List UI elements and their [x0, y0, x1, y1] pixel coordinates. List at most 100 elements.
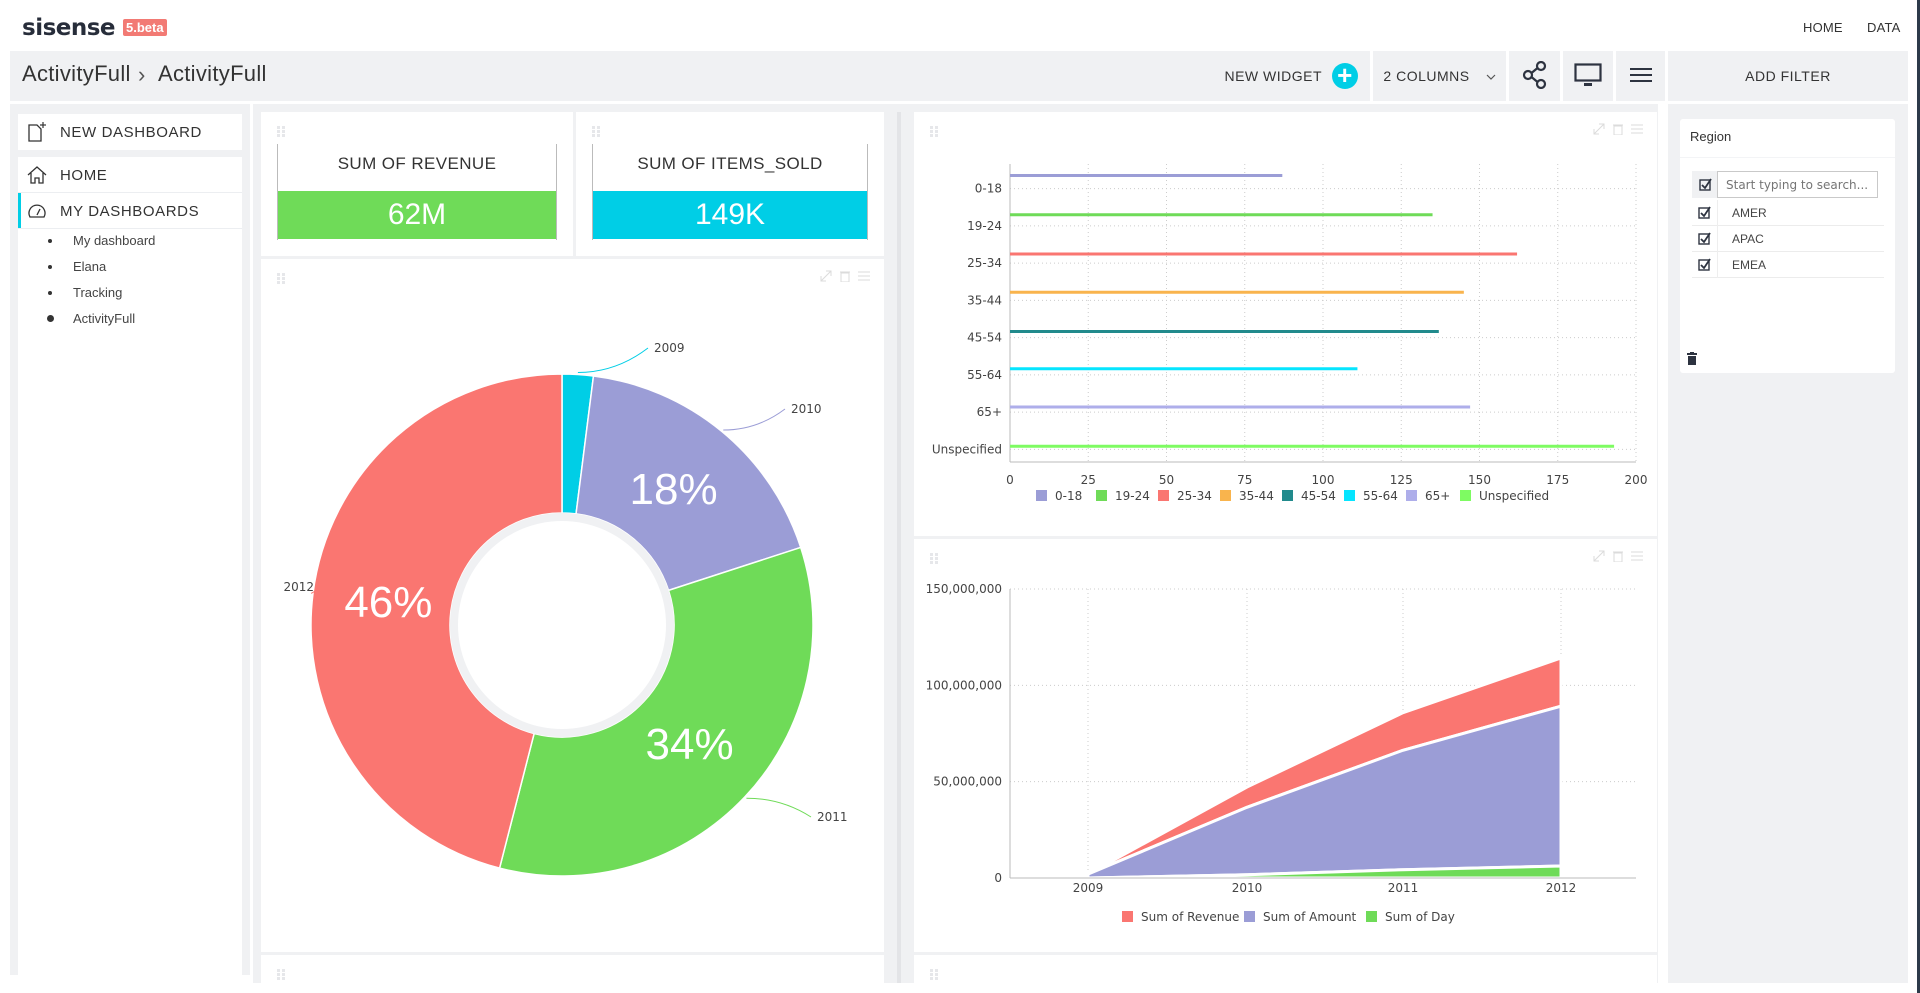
checkbox-checked-icon[interactable]: [1692, 225, 1718, 252]
trash-icon[interactable]: [1613, 122, 1623, 140]
bar: [1010, 330, 1439, 333]
bullet-icon: [48, 264, 52, 269]
trash-icon[interactable]: [840, 269, 850, 287]
navigation-card: HOME MY DASHBOARDS My dashboard Elana Tr…: [18, 157, 242, 975]
my-dashboards-label: MY DASHBOARDS: [60, 202, 200, 220]
dashboard-list-item[interactable]: Elana: [48, 259, 106, 274]
menu-icon[interactable]: [1631, 549, 1643, 567]
kpi-title: SUM OF REVENUE: [337, 154, 497, 173]
bar: [1010, 405, 1471, 409]
x-tick-label: 200: [1625, 473, 1648, 487]
add-filter-label: ADD FILTER: [1745, 68, 1831, 84]
bar: [1010, 444, 1615, 448]
toolbar-divider: [1370, 51, 1373, 101]
share-button[interactable]: [1509, 51, 1560, 101]
dashboard-list-item[interactable]: Tracking: [48, 285, 122, 300]
legend-label: Unspecified: [1479, 489, 1549, 503]
new-widget-button[interactable]: NEW WIDGET +: [1220, 51, 1370, 101]
y-tick-label: 50,000,000: [933, 775, 1002, 789]
legend-label: 25-34: [1177, 489, 1212, 503]
plus-icon: +: [1332, 62, 1358, 89]
y-tick-label: 0-18: [975, 182, 1002, 196]
x-tick-label: 25: [1081, 473, 1096, 487]
expand-icon[interactable]: [1593, 122, 1605, 140]
y-tick-label: 45-54: [967, 331, 1002, 345]
y-tick-label: Unspecified: [932, 442, 1002, 456]
dashboard-name: Tracking: [73, 285, 123, 300]
present-button[interactable]: [1563, 51, 1613, 101]
donut-connector: [310, 586, 321, 594]
menu-icon[interactable]: [1631, 122, 1643, 140]
drag-handle-icon[interactable]: [277, 969, 285, 981]
checkbox-checked-icon[interactable]: [1692, 251, 1718, 278]
sidebar-item-home[interactable]: HOME: [18, 157, 242, 193]
donut-hole: [458, 521, 666, 729]
menu-icon[interactable]: [858, 269, 870, 287]
new-dashboard-button[interactable]: NEW DASHBOARD: [18, 114, 242, 150]
area-chart: 0 50,000,000 100,000,000 150,000,000 2009 201…: [926, 582, 1636, 924]
delete-filter-icon[interactable]: [1687, 352, 1697, 370]
bullet-icon: [47, 315, 54, 322]
trash-icon[interactable]: [1613, 549, 1623, 567]
drag-handle-icon[interactable]: [930, 969, 938, 981]
breadcrumb-folder[interactable]: ActivityFull: [22, 61, 131, 86]
dashboard-list-item-current[interactable]: ActivityFull: [47, 311, 135, 326]
add-filter-button[interactable]: ADD FILTER: [1668, 51, 1908, 101]
bar: [1010, 174, 1283, 177]
legend-label: Sum of Day: [1385, 910, 1455, 924]
bar: [1010, 367, 1358, 371]
legend-label: 55-64: [1363, 489, 1398, 503]
bar-chart-widget: 0 25 50 75 100 125 150 175 200 0-18 19-24 25-34 35-4…: [914, 112, 1657, 536]
donut-category-label: 2012: [283, 580, 314, 594]
y-tick-label: 55-64: [967, 368, 1002, 382]
select-all-checkbox[interactable]: [1692, 171, 1718, 198]
chevron-down-icon: [1486, 69, 1496, 83]
legend-swatch: [1282, 490, 1293, 501]
home-icon: [26, 164, 48, 186]
drag-handle-icon[interactable]: [277, 273, 285, 285]
sidebar-item-my-dashboards[interactable]: MY DASHBOARDS: [18, 193, 242, 229]
donut-connector: [723, 408, 786, 431]
menu-icon: [1629, 66, 1652, 87]
breadcrumb-dashboard: ActivityFull: [158, 61, 267, 86]
home-label: HOME: [60, 166, 108, 184]
toolbar-divider: [1560, 51, 1563, 101]
legend-label: 45-54: [1301, 489, 1336, 503]
dashboard-list-item[interactable]: My dashboard: [48, 233, 155, 248]
y-tick-label: 25-34: [967, 256, 1002, 270]
toolbar-divider: [1506, 51, 1509, 101]
filter-option[interactable]: AMER: [1692, 199, 1884, 226]
y-tick-label: 150,000,000: [926, 582, 1002, 596]
x-tick-label: 125: [1390, 473, 1413, 487]
bullet-icon: [48, 238, 52, 243]
drag-handle-icon[interactable]: [592, 126, 600, 138]
column-resize-handle[interactable]: [897, 112, 901, 983]
expand-icon[interactable]: [820, 269, 832, 287]
bar: [1010, 213, 1433, 217]
drag-handle-icon[interactable]: [277, 126, 285, 138]
x-tick-label: 0: [1006, 473, 1014, 487]
widget-actions: [820, 269, 870, 287]
filter-option-label: APAC: [1732, 231, 1764, 246]
bullet-icon: [48, 290, 52, 295]
nav-data-link[interactable]: DATA: [1867, 20, 1901, 35]
checkbox-checked-icon[interactable]: [1692, 199, 1718, 226]
sisense-logo[interactable]: sisense: [22, 15, 116, 41]
empty-widget: [261, 955, 884, 983]
x-tick-label: 150: [1468, 473, 1491, 487]
expand-icon[interactable]: [1593, 549, 1605, 567]
filter-search-input[interactable]: [1717, 171, 1878, 198]
columns-dropdown[interactable]: 2 COLUMNS: [1373, 51, 1506, 101]
donut-category-label: 2009: [654, 341, 685, 355]
nav-home-link[interactable]: HOME: [1803, 20, 1843, 35]
x-tick-label: 50: [1159, 473, 1174, 487]
filter-option[interactable]: APAC: [1692, 225, 1884, 252]
drag-handle-icon[interactable]: [930, 553, 938, 565]
filter-option[interactable]: EMEA: [1692, 251, 1884, 278]
dashboard-name: Elana: [73, 259, 107, 274]
bar: [1010, 290, 1464, 294]
dashboard-menu-button[interactable]: [1616, 51, 1665, 101]
drag-handle-icon[interactable]: [930, 126, 938, 138]
filter-option-label: AMER: [1732, 205, 1767, 220]
x-tick-label: 2009: [1073, 881, 1104, 895]
